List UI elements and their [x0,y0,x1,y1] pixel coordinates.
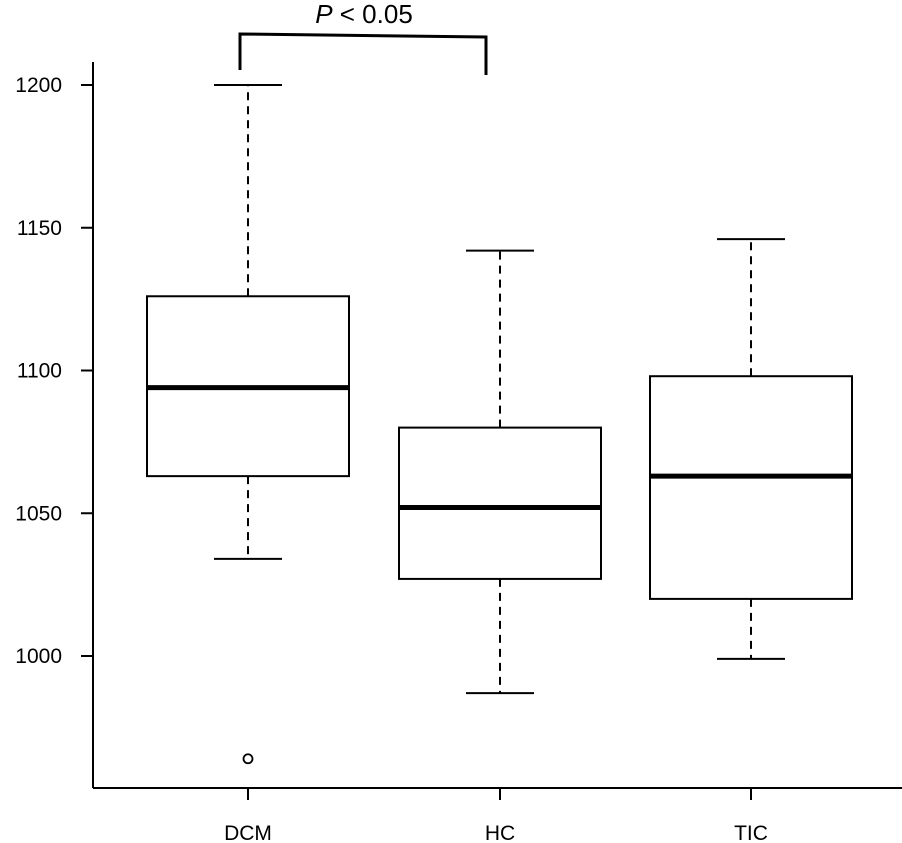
significance-annotation: P < 0.05 [238,0,488,75]
significance-label: P < 0.05 [315,0,413,29]
axes [92,62,902,789]
x-ticks: DCM HC TIC [224,788,768,843]
outlier-point [242,753,254,765]
iqr-box [398,426,602,580]
significance-label-p: P [315,0,333,29]
iqr-box [649,375,853,600]
y-tick-label: 1100 [17,360,62,383]
significance-bracket [238,32,488,75]
box-dcm [146,84,350,765]
x-tick-label: HC [485,822,515,843]
y-tick-label: 1000 [15,645,62,668]
boxes [146,84,853,765]
x-tick-label: TIC [734,822,768,843]
box-tic [649,238,853,660]
y-ticks: 1000 1050 1100 1150 1200 [15,74,93,668]
y-tick-label: 1200 [15,74,62,97]
significance-label-value: < 0.05 [333,0,413,29]
box-hc [398,249,602,695]
x-tick-label: DCM [224,822,272,843]
y-tick-label: 1150 [17,217,62,240]
y-tick-label: 1050 [15,502,62,525]
